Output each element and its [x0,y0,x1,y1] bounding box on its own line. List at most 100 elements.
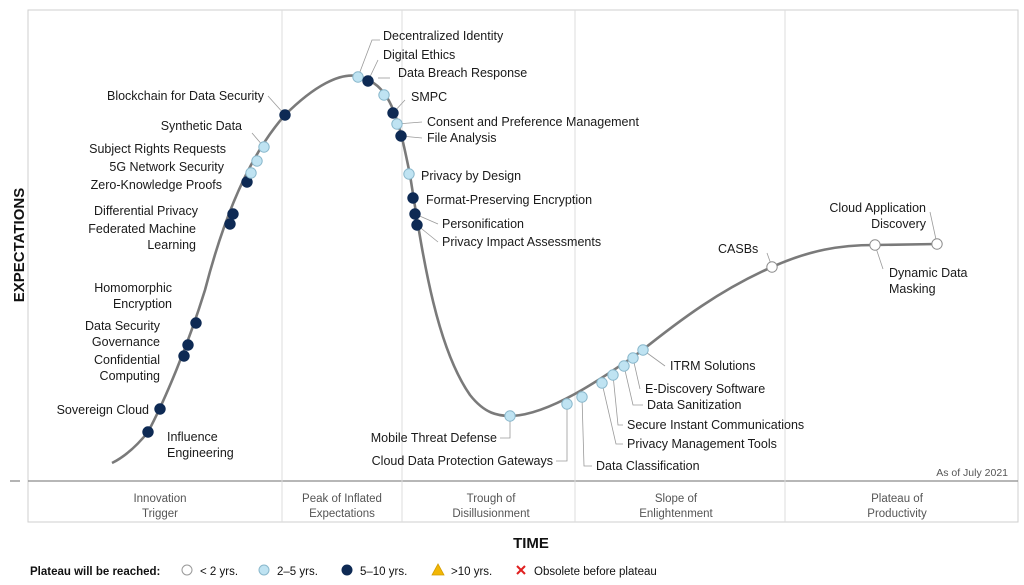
as-of-label: As of July 2021 [936,467,1008,479]
marker-homomorphic-encryption [190,317,202,329]
marker-format-preserving-encryption [407,192,419,204]
chart-frame [27,9,1019,523]
leader-data-sanitization [623,365,643,406]
legend-item-4-label: >10 yrs. [451,566,492,578]
y-axis-title: EXPECTATIONS [11,188,28,302]
label-zero-knowledge-proofs: Zero-Knowledge Proofs [91,178,222,192]
marker-cloud-application-discovery [931,238,943,250]
marker-synthetic-data [258,141,270,153]
label-format-preserving-encryption: Format-Preserving Encryption [426,193,592,207]
legend-item-2-label: 2–5 yrs. [277,566,318,578]
label-sovereign-cloud: Sovereign Cloud [57,403,149,417]
marker-data-breach-response [378,89,390,101]
marker-influence-engineering [142,426,154,438]
leader-mobile-threat-defense [500,416,511,439]
marker-personification [409,208,421,220]
leader-decentralized-identity [357,39,380,78]
marker-secure-instant-communications [607,369,619,381]
x-axis-title: TIME [513,535,549,552]
phase-label-4: Enlightenment [639,508,713,520]
marker-decentralized-identity [352,71,364,83]
label-data-classification: Data Classification [596,459,700,473]
marker-smpc [387,107,399,119]
marker-cloud-data-protection-gateways [561,398,573,410]
legend-item-2-marker [258,564,270,576]
label-file-analysis: File Analysis [427,131,496,145]
marker-blockchain-for-data-security [279,109,291,121]
marker-e-discovery-software [627,352,639,364]
label-decentralized-identity: Decentralized Identity [383,29,504,43]
marker-privacy-impact-assessments [411,219,423,231]
marker-federated-machine-learning [224,218,236,230]
legend-item-1-label: < 2 yrs. [200,566,238,578]
label-mobile-threat-defense: Mobile Threat Defense [371,431,497,445]
marker-casbs [766,261,778,273]
phase-dividers [281,10,786,522]
hype-curve [111,74,938,465]
marker-privacy-management-tools [596,377,608,389]
label-casbs: CASBs [718,242,758,256]
marker-consent-and-preference-management [391,118,403,130]
phase-label-3: Trough of [467,493,517,505]
phase-label-3: Disillusionment [452,508,530,520]
legend-item-5-label: Obsolete before plateau [534,566,657,578]
label-data-security-governance: Data Security Governance [85,319,161,349]
marker-mobile-threat-defense [504,410,516,422]
marker-privacy-by-design [403,168,415,180]
label-smpc: SMPC [411,90,447,104]
label-5g-network-security: 5G Network Security [109,160,224,174]
legend: Plateau will be reached: < 2 yrs. 2–5 yrs… [30,563,657,578]
label-influence-engineering: Influence Engineering [167,430,234,460]
marker-5g-network-security [245,167,257,179]
phase-label-5: Plateau of [871,493,924,505]
label-consent-and-preference-management: Consent and Preference Management [427,115,639,129]
phase-label-1: Trigger [142,508,178,520]
label-e-discovery-software: E-Discovery Software [645,382,765,396]
label-synthetic-data: Synthetic Data [161,119,242,133]
leader-secure-instant-communications [612,374,623,426]
legend-title: Plateau will be reached: [30,566,160,578]
marker-itrm-solutions [637,344,649,356]
leader-data-classification [581,396,592,467]
label-confidential-computing: Confidential Computing [94,353,160,383]
label-subject-rights-requests: Subject Rights Requests [89,142,226,156]
label-blockchain-for-data-security: Blockchain for Data Security [107,89,265,103]
technology-labels: Influence Engineering Sovereign Cloud Confi… [57,29,968,473]
legend-item-3-label: 5–10 yrs. [360,566,407,578]
label-digital-ethics: Digital Ethics [383,48,455,62]
legend-item-3-marker [341,564,353,576]
marker-sovereign-cloud [154,403,166,415]
label-privacy-impact-assessments: Privacy Impact Assessments [442,235,601,249]
marker-confidential-computing [178,350,190,362]
marker-data-classification [576,391,588,403]
marker-dynamic-data-masking [869,239,881,251]
label-privacy-management-tools: Privacy Management Tools [627,437,777,451]
phase-label-1: Innovation [133,493,186,505]
phase-label-2: Expectations [309,508,375,520]
marker-differential-privacy [227,208,239,220]
marker-data-security-governance [182,339,194,351]
label-privacy-by-design: Privacy by Design [421,169,521,183]
label-dynamic-data-masking: Dynamic Data Masking [889,266,968,296]
label-data-breach-response: Data Breach Response [398,66,527,80]
label-differential-privacy: Differential Privacy [94,204,199,218]
phase-labels: Innovation Trigger Peak of Inflated Expecta… [133,493,927,520]
label-cloud-data-protection-gateways: Cloud Data Protection Gateways [372,454,553,468]
leader-privacy-management-tools [601,382,623,445]
marker-data-sanitization [618,360,630,372]
phase-label-2: Peak of Inflated [302,493,382,505]
phase-label-4: Slope of [655,493,698,505]
legend-item-5-marker [516,565,526,575]
marker-digital-ethics [362,75,374,87]
technology-markers [142,71,943,438]
label-secure-instant-communications: Secure Instant Communications [627,418,804,432]
label-federated-machine-learning: Federated Machine Learning [88,222,196,252]
legend-item-1-marker [181,564,193,576]
leader-cloud-data-protection-gateways [556,404,568,462]
label-personification: Personification [442,217,524,231]
label-data-sanitization: Data Sanitization [647,398,742,412]
marker-file-analysis [395,130,407,142]
phase-label-5: Productivity [867,508,927,520]
label-itrm-solutions: ITRM Solutions [670,359,755,373]
